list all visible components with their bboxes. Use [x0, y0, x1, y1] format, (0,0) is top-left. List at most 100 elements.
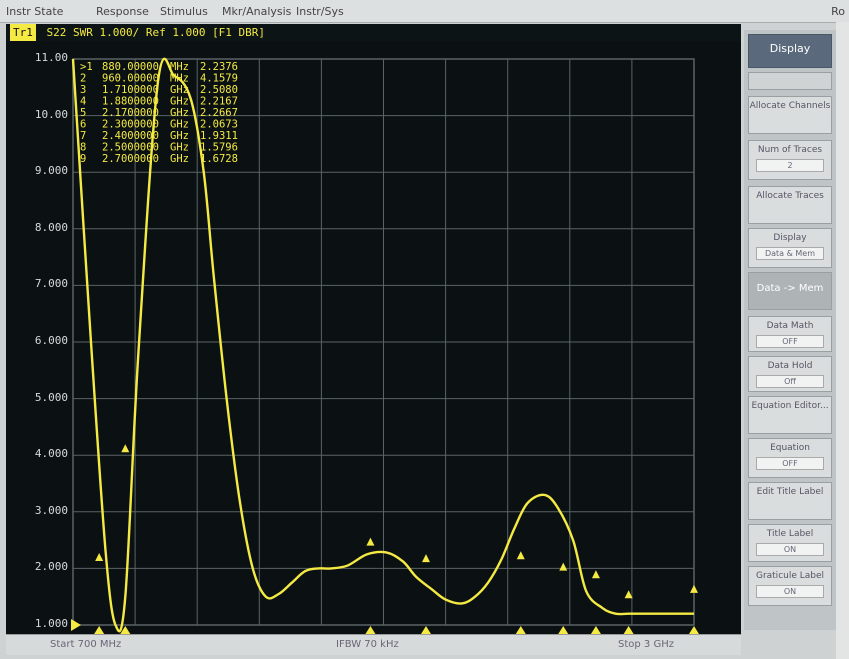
marker-value: 2.2376	[200, 61, 238, 73]
softkey-data-math[interactable]: Data Math OFF	[748, 316, 832, 352]
marker-point	[121, 444, 130, 453]
softkey-data-hold[interactable]: Data Hold Off	[748, 356, 832, 392]
menu-item-mkr-analysis[interactable]: Mkr/Analysis	[222, 5, 292, 18]
marker-triangle	[590, 626, 601, 634]
trace-tag[interactable]: Tr1	[10, 24, 36, 41]
marker-point	[421, 554, 430, 563]
marker-value: 2.2167	[200, 96, 238, 108]
marker-number: 9	[80, 153, 86, 165]
softkey-label: Edit Title Label	[756, 487, 824, 497]
marker-number: 6	[80, 119, 86, 131]
marker-value: 2.0673	[200, 119, 238, 131]
softkey-equation[interactable]: Equation OFF	[748, 438, 832, 478]
softkey-label: Data -> Mem	[756, 283, 824, 294]
marker-triangle	[94, 626, 105, 634]
right-edge-strip	[836, 22, 849, 659]
softkey-label: Equation Editor...	[751, 401, 829, 411]
softkey-label: Data Math	[766, 321, 814, 331]
softkey-allocate-traces[interactable]: Allocate Traces	[748, 186, 832, 224]
softkey-value: ON	[756, 585, 824, 598]
softkey-label: Graticule Label	[755, 571, 825, 581]
y-tick-label: 9.000	[34, 164, 68, 178]
marker-frequency: 2.4000000	[102, 130, 159, 142]
marker-point	[516, 551, 525, 560]
y-tick-label: 5.000	[34, 390, 68, 404]
marker-number: 4	[80, 96, 86, 108]
softkey-panel: Display Allocate Channels Num of Traces 2 A…	[744, 30, 836, 630]
marker-point	[559, 562, 568, 571]
channel-title: S22 SWR 1.000/ Ref 1.000 [F1 DBR]	[46, 26, 266, 39]
marker-unit: GHz	[170, 142, 189, 154]
trace-line	[71, 57, 694, 633]
close-icon[interactable]: Ro	[831, 5, 845, 18]
marker-point	[366, 537, 375, 546]
softkey-edit-title-label[interactable]: Edit Title Label	[748, 482, 832, 520]
marker-value: 2.5080	[200, 84, 238, 96]
marker-triangle	[420, 626, 431, 634]
softkey-value: OFF	[756, 457, 824, 470]
marker-unit: MHz	[170, 73, 189, 85]
stop-frequency: Stop 3 GHz	[618, 639, 674, 650]
y-tick-label: 2.000	[34, 560, 68, 574]
softkey-value: ON	[756, 543, 824, 556]
marker-number: 5	[80, 107, 86, 119]
marker-triangle	[689, 626, 699, 634]
marker-frequency: 1.7100000	[102, 84, 159, 96]
softkey-title-label[interactable]: Title Label ON	[748, 524, 832, 562]
softkey-data-mem[interactable]: Data -> Mem	[748, 272, 832, 310]
marker-unit: GHz	[170, 84, 189, 96]
y-tick-label: 11.00	[34, 51, 68, 64]
swr-chart: >1 880.00000 MHz 2.2376 2 960.00000 MHz 4.1579 3…	[71, 57, 699, 634]
scroll-up-icon[interactable]	[748, 72, 832, 90]
marker-unit: GHz	[170, 153, 189, 165]
menu-item-instr-state[interactable]: Instr State	[6, 5, 64, 18]
menu-bar: Instr State Response Stimulus Mkr/Analys…	[0, 0, 849, 23]
softkey-value: Off	[756, 375, 824, 388]
softkey-value: 2	[756, 159, 824, 172]
marker-number: 8	[80, 142, 86, 154]
marker-unit: GHz	[170, 96, 189, 108]
marker-number: 7	[80, 130, 86, 142]
softkey-graticule-label[interactable]: Graticule Label ON	[748, 566, 832, 606]
marker-frequency: 2.3000000	[102, 119, 159, 131]
marker-value: 4.1579	[200, 73, 238, 85]
menu-item-stimulus[interactable]: Stimulus	[160, 5, 208, 18]
marker-unit: GHz	[170, 130, 189, 142]
y-tick-label: 3.000	[34, 503, 68, 517]
softkey-num-of-traces[interactable]: Num of Traces 2	[748, 140, 832, 180]
y-tick-label: 1.000	[34, 617, 68, 630]
marker-triangle	[558, 626, 569, 634]
marker-value: 1.5796	[200, 142, 238, 154]
marker-unit: MHz	[170, 61, 189, 73]
marker-frequency: 880.00000	[102, 61, 159, 73]
marker-table: >1 880.00000 MHz 2.2376 2 960.00000 MHz 4.1579 3…	[80, 61, 238, 165]
y-tick-label: 10.00	[34, 107, 68, 121]
status-bar: Start 700 MHz IFBW 70 kHz Stop 3 GHz	[6, 634, 741, 655]
softkey-equation-editor[interactable]: Equation Editor...	[748, 396, 832, 434]
softkey-value: OFF	[756, 335, 824, 348]
softkey-label: Data Hold	[767, 361, 813, 371]
marker-number: 3	[80, 84, 86, 96]
menu-item-instr-sys[interactable]: Instr/Sys	[296, 5, 344, 18]
marker-number: >1	[80, 61, 93, 73]
marker-point	[95, 552, 104, 561]
marker-triangle	[120, 626, 131, 634]
softkey-label: Allocate Channels	[749, 101, 831, 111]
softkey-display[interactable]: Display Data & Mem	[748, 228, 832, 268]
channel-title-bar: Tr1 S22 SWR 1.000/ Ref 1.000 [F1 DBR]	[6, 24, 741, 41]
softkey-title: Display	[748, 34, 832, 68]
reference-pointer	[71, 619, 81, 631]
softkey-label: Title Label	[766, 529, 814, 539]
plot-screen[interactable]: 11.00 10.00 9.000 8.000 7.000 6.000 5.000 4.000…	[6, 41, 741, 634]
marker-unit: GHz	[170, 107, 189, 119]
softkey-label: Equation	[770, 443, 810, 453]
y-tick-label: 8.000	[34, 220, 68, 234]
marker-value: 2.2667	[200, 107, 238, 119]
menu-item-response[interactable]: Response	[96, 5, 149, 18]
marker-triangle	[365, 626, 376, 634]
marker-triangle	[623, 626, 634, 634]
marker-point	[591, 570, 600, 579]
softkey-allocate-channels[interactable]: Allocate Channels	[748, 96, 832, 134]
y-tick-label: 7.000	[34, 277, 68, 291]
marker-frequency: 2.5000000	[102, 142, 159, 154]
